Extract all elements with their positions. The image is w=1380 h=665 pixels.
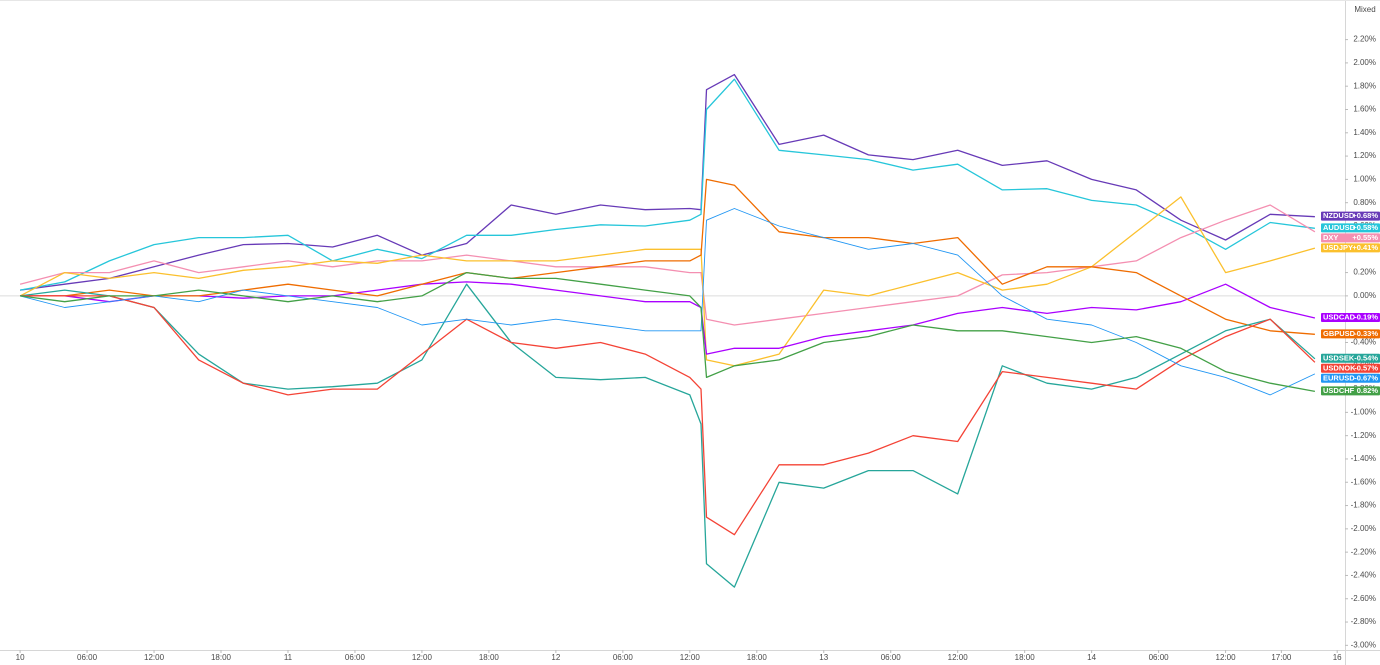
badge-name: DXY [1323, 233, 1338, 242]
x-tick-label: 12:00 [680, 653, 701, 662]
x-tick-label: 10 [16, 653, 25, 662]
y-tick-label: -2.20% [1351, 547, 1376, 556]
y-tick-label: 0.20% [1353, 268, 1376, 277]
series-line [19, 78, 1315, 291]
x-tick-label: 18:00 [211, 653, 232, 662]
badge-bg [1321, 233, 1380, 243]
x-tick-label: 17:00 [1271, 653, 1292, 662]
badge-value: +0.55% [1352, 233, 1378, 242]
badge-value: -0.57% [1354, 363, 1378, 372]
badge-name: USDCHF [1323, 386, 1355, 395]
x-tick-label: 18:00 [479, 653, 500, 662]
badge-bg [1321, 243, 1380, 253]
badge-value: -0.67% [1354, 373, 1378, 382]
badge-value: +0.68% [1352, 211, 1378, 220]
x-tick-label: 12:00 [144, 653, 165, 662]
y-tick-label: 1.60% [1353, 105, 1376, 114]
series-badge: GBPUSD -0.33% [1321, 329, 1380, 339]
y-tick-label: -1.60% [1351, 477, 1376, 486]
x-tick-label: 06:00 [1149, 653, 1170, 662]
series-line [19, 204, 1316, 326]
x-tick-label: 16 [1333, 653, 1342, 662]
series-badge: USDSEK -0.54% [1321, 353, 1380, 363]
badge-value: +0.58% [1352, 223, 1378, 232]
y-tick-label: 1.00% [1353, 175, 1376, 184]
y-tick-label: -2.40% [1351, 571, 1376, 580]
badge-name: USDCAD [1323, 312, 1356, 321]
badge-name: GBPUSD [1323, 329, 1356, 338]
y-tick-label: 0.00% [1353, 291, 1376, 300]
x-tick-label: 18:00 [1015, 653, 1036, 662]
badge-name: AUDUSD [1323, 223, 1356, 232]
y-tick-label: 1.40% [1353, 128, 1376, 137]
badge-name: EURUSD [1323, 373, 1355, 382]
badge-value: -0.33% [1354, 329, 1378, 338]
badge-bg [1321, 313, 1380, 323]
x-tick-label: 12:00 [1216, 653, 1237, 662]
y-tick-label: -1.00% [1351, 407, 1376, 416]
y-tick-label: 2.00% [1353, 58, 1376, 67]
badge-value: -0.54% [1354, 353, 1378, 362]
y-tick-label: 1.20% [1353, 151, 1376, 160]
badge-name: USDSEK [1323, 353, 1355, 362]
badge-name: USDJPY [1323, 243, 1353, 252]
x-tick-label: 06:00 [77, 653, 98, 662]
x-tick-label: 06:00 [613, 653, 634, 662]
y-tick-label: 0.80% [1353, 198, 1376, 207]
series-badge: USDCHF 0.82% [1321, 386, 1380, 396]
series-line [20, 178, 1315, 335]
series-badge: USDNOK-0.57% [1321, 363, 1380, 373]
series-badge: USDCAD -0.19% [1321, 312, 1380, 323]
series-line [20, 283, 1316, 588]
badge-bg [1321, 363, 1380, 373]
x-tick-label: 06:00 [345, 653, 366, 662]
badge-name: NZDUSD [1323, 211, 1355, 220]
series-badge: EURUSD -0.67% [1321, 373, 1380, 383]
y-tick-label: -2.00% [1351, 524, 1376, 533]
series-line [20, 73, 1315, 291]
series-badge: DXY +0.55% [1321, 233, 1380, 243]
series-line [19, 208, 1316, 396]
y-tick-label: -1.80% [1351, 501, 1376, 510]
badge-value: 0.82% [1357, 386, 1379, 395]
y-tick-label: 1.80% [1353, 81, 1376, 90]
y-tick-label: -3.00% [1351, 640, 1376, 649]
y-tick-label: -1.20% [1351, 431, 1376, 440]
y-tick-label: -0.40% [1351, 338, 1376, 347]
badge-bg [1321, 329, 1380, 339]
series-line [20, 271, 1316, 393]
x-tick-label: 11 [284, 653, 293, 662]
y-tick-label: 2.20% [1353, 35, 1376, 44]
badge-value: -0.19% [1354, 312, 1378, 321]
x-tick-label: 18:00 [747, 653, 768, 662]
y-tick-label: -1.40% [1351, 454, 1376, 463]
x-tick-label: 13 [819, 653, 828, 662]
badge-bg [1321, 223, 1380, 233]
badge-bg [1321, 353, 1380, 363]
scale-mode[interactable]: Mixed [1354, 5, 1375, 14]
badge-bg [1321, 373, 1380, 383]
x-tick-label: 12:00 [948, 653, 969, 662]
badge-bg [1321, 211, 1380, 221]
badge-bg [1321, 386, 1380, 396]
series-line [19, 196, 1316, 367]
series-badge: AUDUSD+0.58% [1321, 223, 1380, 233]
series-badge: USDJPY +0.41% [1321, 243, 1380, 253]
x-tick-label: 06:00 [881, 653, 902, 662]
series-line [20, 281, 1316, 355]
badge-value: +0.41% [1352, 243, 1378, 252]
series-badge: NZDUSD+0.68% [1321, 211, 1380, 221]
badge-name: USDNOK [1323, 363, 1356, 372]
y-tick-label: -2.60% [1351, 594, 1376, 603]
y-tick-label: -2.80% [1351, 617, 1376, 626]
x-tick-label: 12:00 [412, 653, 433, 662]
x-tick-label: 12 [551, 653, 560, 662]
x-tick-label: 14 [1087, 653, 1096, 662]
series-line [20, 295, 1316, 536]
